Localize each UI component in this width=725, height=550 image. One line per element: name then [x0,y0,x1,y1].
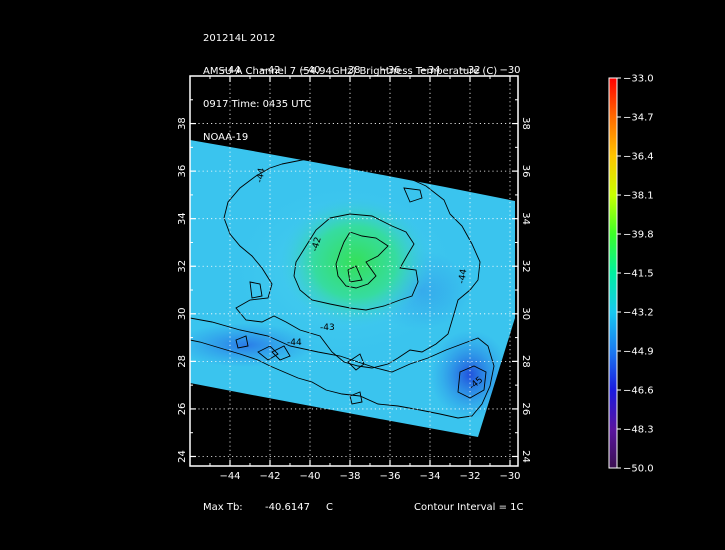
storm-id: 201214L 2012 [203,33,276,44]
x-tick-label-top: −34 [419,65,440,76]
swath-field [190,140,515,437]
colorbar-label: −36.4 [623,152,654,163]
x-tick-label-bottom: −40 [299,471,320,482]
chart-title: AMSU-A Channel 7 (54.94GHz) Brightness T… [203,66,498,77]
y-tick-label-left: 24 [177,450,188,463]
y-tick-label-right: 36 [520,165,531,178]
colorbar-label: −50.0 [623,464,654,475]
contour-ring-sw-c [347,353,365,371]
max-tb-unit: C [326,502,333,513]
y-tick-label-left: 36 [177,165,188,178]
colorbar-label: −34.7 [623,113,654,124]
x-tick-label-top: −44 [219,65,240,76]
x-tick-label-top: −32 [459,65,480,76]
y-tick-label-left: 38 [177,117,188,130]
contour-label: -44 [457,268,469,284]
x-tick-label-bottom: −44 [219,471,240,482]
contour-minus-42 [293,213,419,311]
y-axis-ticks: 24 24 26 26 28 28 30 30 32 32 34 34 36 36 38 38 [177,99,531,463]
contour-edge-se [477,403,501,439]
contour-lines [189,155,501,439]
contour-ring-north [403,187,423,203]
colorbar-label: −44.9 [623,347,654,358]
time-label: 0917 Time: 0435 UTC [203,99,312,110]
y-tick-label-right: 32 [520,260,531,273]
contour-ring-s [349,391,363,405]
map-border [189,75,519,467]
x-tick-label-bottom: −32 [459,471,480,482]
colorbar-label: −39.8 [623,230,654,241]
x-tick-label-bottom: −38 [339,471,360,482]
contour-label: -42 [310,236,323,253]
contour-core [335,231,389,289]
y-tick-label-left: 32 [177,260,188,273]
colorbar-label: −43.2 [623,308,654,319]
x-tick-label-top: −36 [379,65,400,76]
contour-minus-44-south [189,317,495,419]
x-tick-label-top: −40 [299,65,320,76]
y-tick-label-right: 28 [520,355,531,368]
satellite-label: NOAA-19 [203,132,249,143]
colorbar-label: −46.6 [623,386,654,397]
contour-minus-43 [223,155,481,369]
y-tick-label-right: 34 [520,212,531,225]
colorbar-label: −41.5 [623,269,654,280]
max-tb-label: Max Tb: [203,502,243,513]
x-tick-label-bottom: −30 [499,471,520,482]
contour-ring-sw-a [257,345,279,361]
y-tick-label-right: 24 [520,450,531,463]
chart-header: 201214L 2012 AMSU-A Channel 7 (54.94GHz)… [203,11,497,154]
map-frame [189,75,519,467]
contour-max [347,265,363,283]
x-tick-label-top: −30 [499,65,520,76]
colorbar: −33.0 −34.7 −36.4 −38.1 −39.8 −41.5 −43.2 −44.9… [608,74,654,475]
x-axis-ticks: −44 −44 −42 −42 −40 −40 −38 −38 −36 −36 −34 −34 −32 −… [209,65,521,482]
contour-label: -43 [320,323,335,333]
colorbar-label: −48.3 [623,425,654,436]
contour-ring-west [249,281,263,299]
y-tick-label-left: 26 [177,403,188,416]
contour-minus-45 [457,365,487,399]
gridlines [190,76,518,466]
x-tick-label-top: −38 [339,65,360,76]
contour-interval: Contour Interval = 1C [414,502,524,513]
contour-label: -44 [287,338,302,348]
colorbar-ramp [608,77,618,469]
y-tick-label-left: 30 [177,307,188,320]
max-tb-value: -40.6147 [265,502,310,513]
colorbar-label: −33.0 [623,74,654,85]
colorbar-label: −38.1 [623,191,654,202]
x-tick-label-bottom: −42 [259,471,280,482]
contour-ring-sw-b [271,345,291,361]
y-tick-label-right: 38 [520,117,531,130]
contour-ring-w [235,335,249,349]
x-tick-label-top: −42 [259,65,280,76]
y-tick-label-left: 28 [177,355,188,368]
x-tick-label-bottom: −34 [419,471,440,482]
y-tick-label-right: 26 [520,403,531,416]
warm-core [280,197,430,327]
x-tick-label-bottom: −36 [379,471,400,482]
y-tick-label-right: 30 [520,307,531,320]
y-tick-label-left: 34 [177,212,188,225]
